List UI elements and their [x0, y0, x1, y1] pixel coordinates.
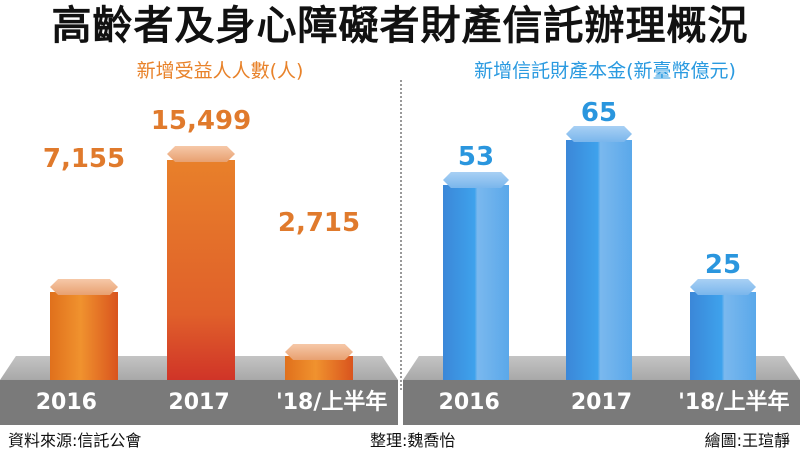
value-label: 15,499 [150, 106, 252, 136]
bar-2017 [566, 126, 632, 380]
x-label: 2017 [168, 390, 230, 415]
x-axis: 2016 2017 '18/上半年 [403, 380, 800, 425]
chart-baseline [0, 380, 398, 425]
x-label: '18/上半年 [678, 390, 790, 415]
illustrator-credit: 繪圖:王瑄靜 [704, 431, 790, 450]
bar-2018h1 [690, 279, 756, 380]
bar-2016 [443, 172, 509, 380]
infographic-title: 高齡者及身心障礙者財產信託辦理概況 [51, 3, 749, 49]
chart-baseline [403, 380, 800, 425]
bar-2018h1 [285, 344, 353, 380]
value-label: 53 [457, 142, 495, 172]
value-label: 7,155 [42, 144, 126, 174]
x-label: 2016 [438, 390, 500, 415]
left-chart-subtitle: 新增受益人人數(人) [136, 60, 304, 82]
x-label: 2017 [570, 390, 633, 415]
bar-2016 [50, 279, 118, 380]
x-label: '18/上半年 [275, 390, 388, 415]
x-axis: 2016 2017 '18/上半年 [0, 380, 398, 425]
value-label: 2,715 [277, 208, 361, 238]
x-label: 2016 [35, 390, 97, 415]
editor-credit: 整理:魏喬怡 [370, 431, 456, 450]
right-chart-subtitle: 新增信託財產本金(新臺幣億元) [474, 60, 736, 82]
source-credit: 資料來源:信託公會 [8, 431, 142, 450]
value-label: 25 [704, 250, 742, 280]
principal-chart: 2016 2017 '18/上半年 53 65 25 [403, 98, 800, 425]
bar-2017 [167, 146, 235, 380]
panel-divider [400, 80, 402, 390]
value-label: 65 [580, 98, 618, 128]
beneficiaries-chart: 2016 2017 '18/上半年 7,155 15,499 2,715 [0, 100, 398, 425]
